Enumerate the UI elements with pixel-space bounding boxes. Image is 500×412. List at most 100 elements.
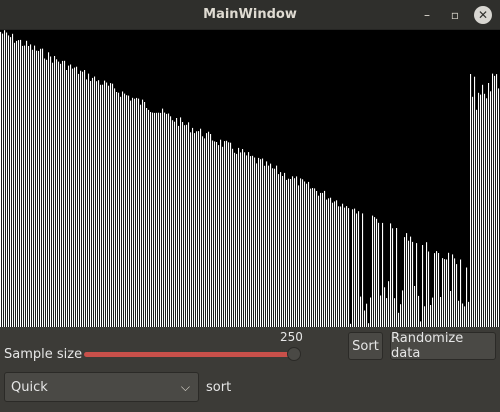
sort-bar [190,132,192,327]
sort-bar [94,76,96,327]
sort-bar [496,74,498,327]
close-icon[interactable]: ✕ [474,6,492,24]
algorithm-select[interactable]: Quick ⌵ [4,372,199,402]
sort-bar [368,323,370,327]
sort-bar [122,91,124,327]
sample-size-slider[interactable] [84,352,294,357]
sort-bar [432,297,434,327]
sort-bar [354,208,356,327]
sort-bar [454,258,456,327]
sort-bar [366,303,368,327]
sort-bar [108,85,110,327]
sort-bar [238,147,240,327]
algorithm-selected-value: Quick [11,379,48,395]
sort-bar [462,303,464,327]
sort-bar [328,198,330,327]
sort-bar [438,253,440,327]
sort-bar [52,62,54,327]
randomize-data-button[interactable]: Randomize data [390,331,496,361]
sort-bar [78,73,80,327]
sort-bar [308,181,310,327]
sort-bar [412,241,414,327]
sort-bar [320,192,322,327]
sort-bar [80,70,82,327]
minimize-icon[interactable]: – [424,8,430,22]
sort-bar [242,149,244,327]
sort-bar [372,215,374,327]
sort-bar [102,84,104,327]
sort-bar [424,306,426,327]
sort-bar [124,93,126,327]
sort-bar [240,152,242,327]
sort-bar [246,155,248,327]
sort-bar [390,223,392,327]
sort-bar [172,120,174,327]
sort-bar [2,33,4,327]
maximize-icon[interactable]: ▫ [450,8,460,22]
sort-bar [484,93,486,327]
sort-bar [306,183,308,327]
sort-bar [342,203,344,327]
sort-bar [376,218,378,327]
sort-bar [428,251,430,327]
bars-svg [0,30,500,327]
sort-bar [48,52,50,327]
sort-bar [140,104,142,327]
sort-bar [90,81,92,327]
sort-bar [236,153,238,327]
sort-bar [362,213,364,327]
sort-bar [374,217,376,327]
sort-bar [316,191,318,327]
sort-bar [336,200,338,327]
sort-bar [358,211,360,327]
sort-bar [12,33,14,327]
sort-bar [28,46,30,327]
sort-bar [76,66,78,327]
sort-bar [184,125,186,327]
sort-bar [200,128,202,327]
sort-bar [290,179,292,327]
sort-bar [266,161,268,327]
sort-bar [104,80,106,327]
sort-bar [276,165,278,327]
sort-bar [152,112,154,327]
sort-bar [330,197,332,327]
sort-bar [352,209,354,327]
sample-size-slider-handle[interactable] [287,347,301,361]
sort-bar [70,64,72,327]
sort-bar [226,140,228,327]
sort-bar [286,179,288,327]
sort-bar [50,56,52,327]
sort-bar [400,304,402,327]
sort-bar [142,99,144,327]
sort-bar [126,95,128,327]
sort-bar [206,133,208,327]
sort-bar [86,79,88,327]
sort-bar [14,42,16,327]
sort-bar [288,178,290,327]
sort-bar [16,40,18,327]
sort-bar [296,176,298,327]
sort-bar [418,295,420,327]
sort-button[interactable]: Sort [348,332,383,360]
sort-bar [388,281,390,327]
sort-bar [318,195,320,327]
sample-size-label: Sample size [4,347,83,362]
sort-bar [208,131,210,327]
sort-bar [180,117,182,327]
sort-bar [176,118,178,327]
sort-bar [158,112,160,327]
sort-bar [26,40,28,327]
sort-bar [214,141,216,327]
sort-bar [280,172,282,327]
sort-bar [472,96,474,327]
sort-bar [422,245,424,327]
sort-bar [120,96,122,327]
sort-bar [446,259,448,327]
sort-bar [148,109,150,327]
sort-bar [118,92,120,327]
sort-bar [18,40,20,327]
sort-bar [260,159,262,327]
sort-bar [38,50,40,327]
sort-bar [92,77,94,327]
